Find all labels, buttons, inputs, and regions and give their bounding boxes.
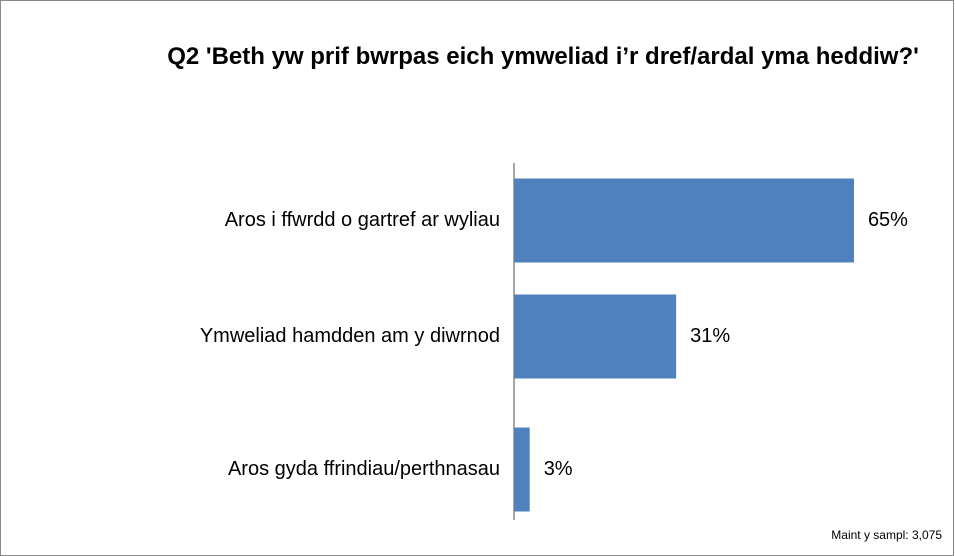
bar [514,178,854,263]
bar [514,427,530,512]
category-label: Aros gyda ffrindiau/perthnasau [228,458,500,480]
sample-note: Maint y sampl: 3,075 [831,528,942,542]
chart-title: Q2 'Beth yw prif bwrpas eich ymweliad i’… [167,43,919,70]
category-label: Ymweliad hamdden am y diwrnod [200,325,500,347]
category-label: Aros i ffwrdd o gartref ar wyliau [225,209,500,231]
value-label: 31% [690,325,730,347]
value-label: 65% [868,209,908,231]
value-label: 3% [544,458,573,480]
bar [514,294,677,379]
